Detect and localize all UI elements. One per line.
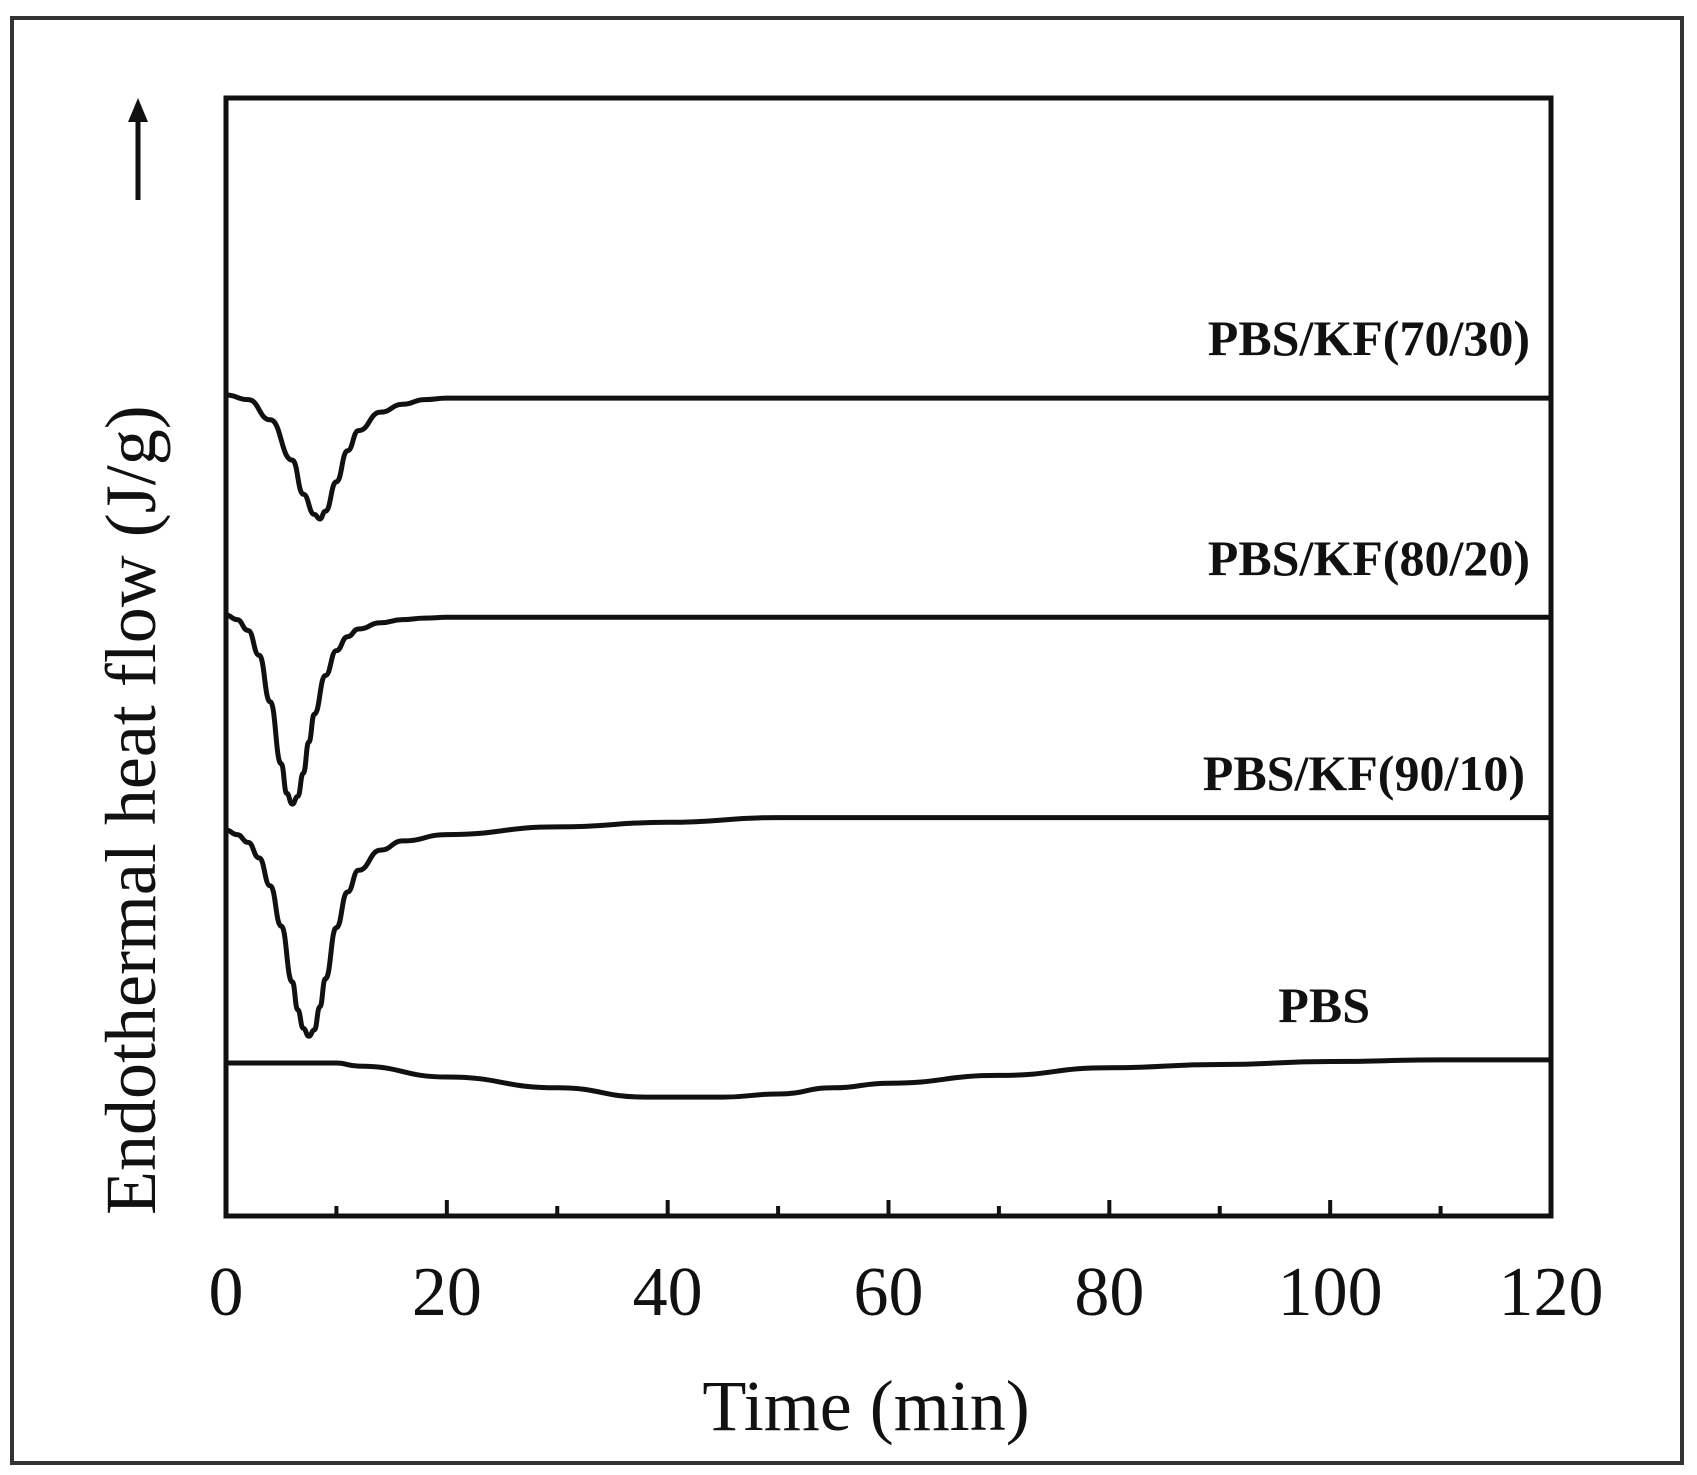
x-tick-label: 20 — [412, 1254, 482, 1331]
figure-border — [10, 16, 1684, 1465]
y-axis-arrow — [128, 98, 148, 200]
x-tick-label: 120 — [1499, 1254, 1604, 1331]
series-label: PBS — [1278, 977, 1370, 1033]
x-axis-title: Time (min) — [702, 1366, 1029, 1446]
series-line — [225, 612, 1551, 807]
x-tick-labels: 0 20 40 60 80 100 120 — [209, 1254, 1604, 1331]
x-axis-ticks — [224, 1200, 1553, 1216]
x-tick-label: 100 — [1278, 1254, 1383, 1331]
series-lines — [225, 392, 1551, 1100]
y-axis-title-group: Endothermal heat flow (J/g) — [91, 405, 171, 1215]
x-tick-label: 80 — [1074, 1254, 1144, 1331]
y-axis-title: Endothermal heat flow (J/g) — [91, 405, 171, 1215]
x-tick-label: 40 — [633, 1254, 703, 1331]
series-label: PBS/KF(80/20) — [1208, 530, 1530, 586]
series-labels: PBS/KF(70/30) PBS/KF(80/20) PBS/KF(90/10) P… — [1203, 310, 1530, 1033]
series-label: PBS/KF(90/10) — [1203, 745, 1525, 801]
series-line — [225, 392, 1551, 522]
series-line — [225, 815, 1551, 1039]
x-tick-label: 60 — [854, 1254, 924, 1331]
series-label: PBS/KF(70/30) — [1208, 310, 1530, 366]
series-line — [226, 1057, 1551, 1100]
x-tick-label: 0 — [209, 1254, 244, 1331]
